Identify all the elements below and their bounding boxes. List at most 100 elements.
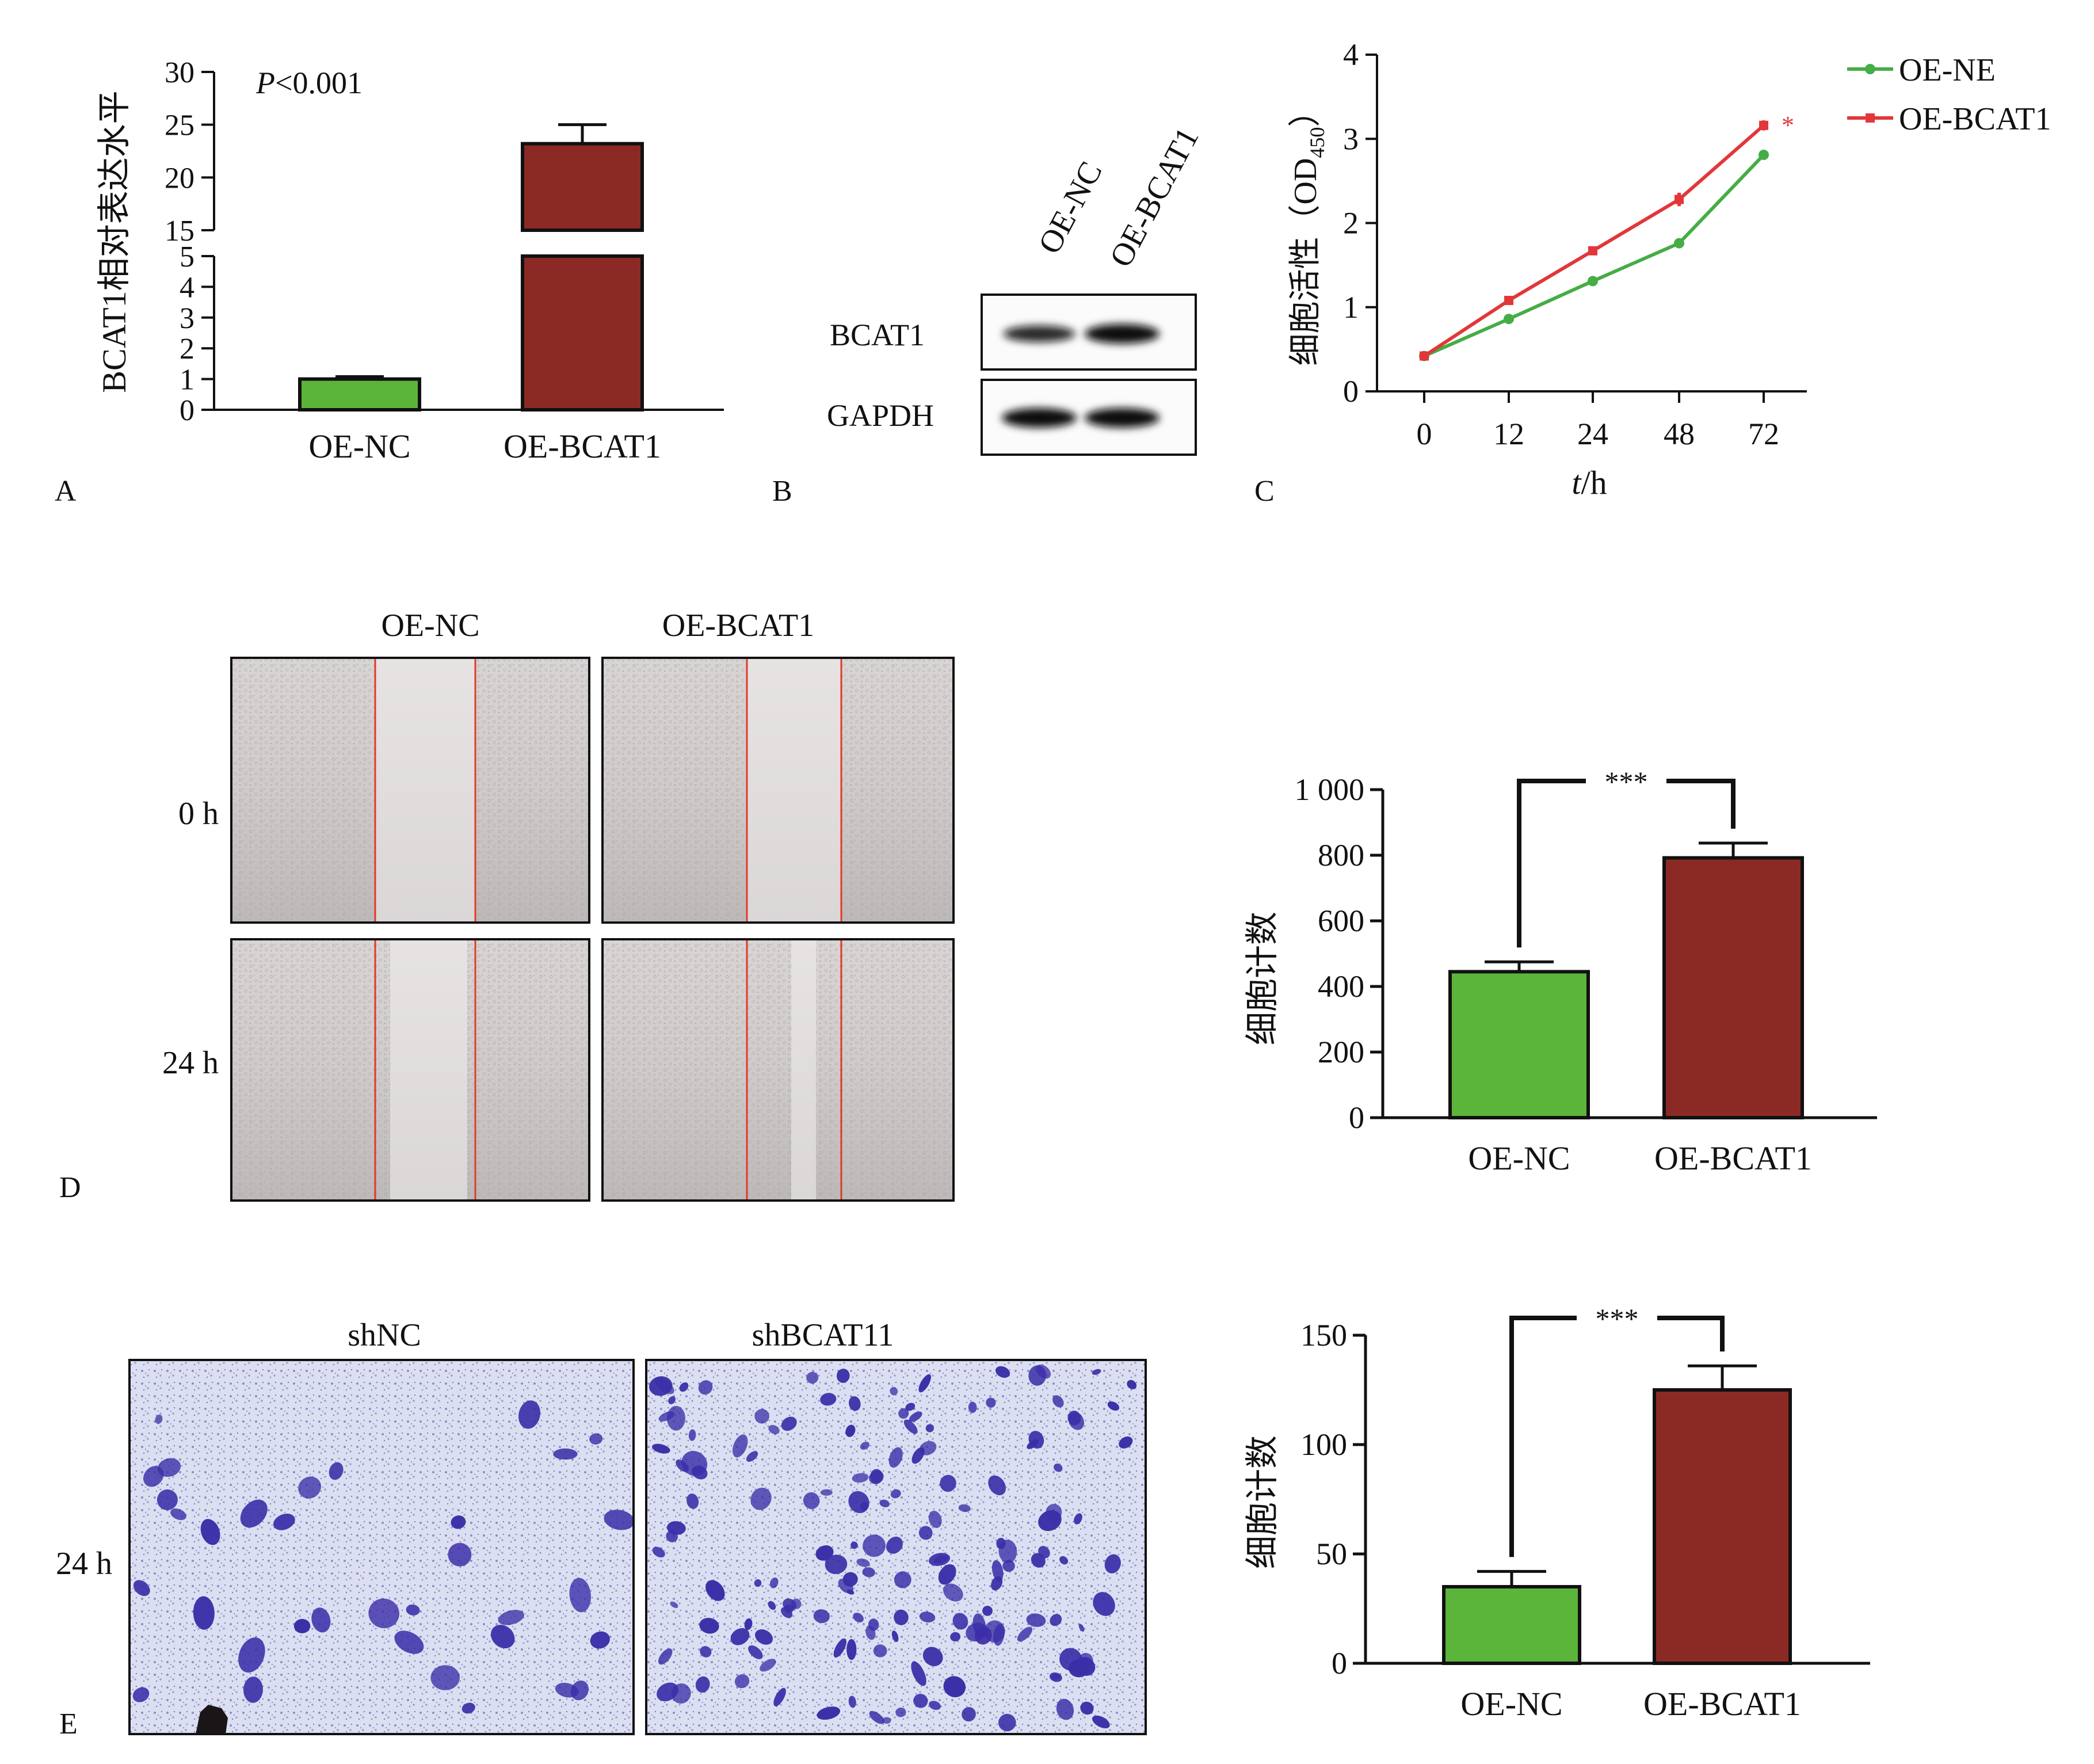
y-tick-label: 0 [1332, 1646, 1347, 1681]
stained-cell [852, 1473, 869, 1483]
y-tick-label: 150 [1300, 1318, 1347, 1352]
stained-cell [670, 1601, 678, 1609]
y-tick-label: 50 [1316, 1537, 1347, 1571]
stained-cell [995, 1366, 1010, 1378]
stained-cell [1059, 1556, 1069, 1565]
bar [1448, 970, 1590, 1119]
stained-cell [1002, 1560, 1015, 1572]
stained-cell [705, 1580, 725, 1601]
stained-cell [1080, 1701, 1094, 1715]
x-tick-label: 12 [1493, 417, 1524, 451]
y-tick-label: 400 [1318, 969, 1364, 1004]
stained-cell [448, 1542, 472, 1567]
stained-cell [918, 1374, 931, 1393]
x-tick-label: OE-NC [308, 428, 410, 465]
data-point [1504, 314, 1514, 325]
e-col-label-shbcat11: shBCAT11 [752, 1317, 894, 1353]
stained-cell [918, 1526, 933, 1540]
stained-cell [329, 1462, 344, 1480]
stained-cell [868, 1618, 879, 1631]
chart-e: 0 50 100 150 OE-NC OE-BCAT1 *** 细胞计数 [1244, 1302, 1870, 1723]
stained-cell [1092, 1369, 1101, 1375]
stained-cell [1038, 1546, 1050, 1559]
stained-cell [895, 1707, 906, 1717]
stained-cell [820, 1489, 833, 1496]
stained-cell [781, 1416, 797, 1431]
stained-cell [688, 1429, 696, 1441]
image-artifact [196, 1705, 228, 1734]
stained-cell [760, 1659, 776, 1672]
stained-cell [133, 1580, 150, 1597]
d-col-label-oe-nc: OE-NC [381, 608, 479, 643]
bar [1662, 856, 1804, 1120]
stained-cell [406, 1604, 420, 1616]
panel-label-a: A [55, 475, 77, 508]
stained-cell [836, 1369, 850, 1383]
legend-marker [1866, 113, 1875, 123]
stained-cell [746, 1451, 758, 1462]
legend-marker [1865, 64, 1875, 74]
stained-cell [569, 1578, 592, 1613]
x-tick-label: OE-BCAT1 [1654, 1140, 1812, 1177]
x-tick-label: OE-NC [1468, 1140, 1570, 1177]
data-point [1759, 120, 1768, 130]
chart-d: 0 200 400 600 800 1 000 OE-NC OE-BCAT1 *** 细胞计数 [1244, 765, 1877, 1177]
d-row-label-0h: 0 h [178, 796, 219, 832]
x-axis-title: t/h [1572, 464, 1607, 501]
x-tick-label: 48 [1664, 417, 1695, 451]
stained-cell [298, 1476, 322, 1499]
y-axis-title: BCAT1相对表达水平 [96, 90, 133, 393]
y-axis-title: 细胞计数 [1244, 1435, 1281, 1569]
blot-band-bcat1 [1085, 324, 1159, 344]
y-tick-label: 800 [1318, 838, 1364, 873]
stained-cell [733, 1434, 748, 1458]
y-tick-label: 3 [180, 302, 194, 335]
stained-cell [744, 1618, 753, 1630]
stained-cell [1046, 1503, 1062, 1521]
stained-cell [658, 1648, 673, 1665]
series-line-0 [1423, 153, 1765, 358]
scratch-gap [375, 658, 475, 923]
stained-cell [698, 1380, 713, 1395]
stained-cell [925, 1424, 935, 1432]
blot-band-bcat1 [1003, 325, 1075, 342]
scratch-oe-nc-24h [230, 938, 590, 1202]
y-tick-label: 25 [165, 109, 194, 142]
legend-label: OE-BCAT1 [1899, 101, 2051, 137]
bar [1653, 1388, 1792, 1665]
stained-cell [555, 1682, 579, 1698]
stained-cell [734, 1674, 750, 1689]
stained-cell [803, 1492, 820, 1510]
stained-cell [754, 1579, 762, 1587]
stained-cell [755, 1629, 773, 1645]
blot-band-gapdh [1085, 408, 1159, 428]
y-tick-label: 2 [180, 333, 194, 365]
stained-cell [1107, 1401, 1120, 1411]
image-frame [128, 1359, 635, 1735]
stained-cell [671, 1683, 691, 1704]
stained-cell [938, 1564, 956, 1585]
stained-cell [838, 1579, 854, 1594]
p-value-label: P<0.001 [255, 66, 363, 100]
data-point [1588, 276, 1598, 287]
stained-cell [894, 1571, 911, 1588]
y-axis-title: 细胞计数 [1244, 912, 1281, 1045]
stained-cell [806, 1371, 819, 1384]
stained-cell [754, 1409, 769, 1424]
stained-cell [368, 1598, 399, 1629]
stained-cell [143, 1466, 164, 1487]
stained-cell [903, 1419, 918, 1434]
stained-cell [817, 1706, 841, 1720]
stained-cell [863, 1534, 886, 1557]
panel-label-d: D [59, 1171, 81, 1204]
bar-lower [521, 254, 644, 412]
blot-row-label-gapdh: GAPDH [827, 398, 934, 433]
stained-cell [869, 1470, 884, 1484]
stained-cell [919, 1441, 937, 1456]
stained-cell [825, 1555, 848, 1575]
stained-cell [952, 1613, 968, 1630]
stained-cell [998, 1540, 1017, 1563]
y-tick-label: 5 [180, 241, 194, 273]
legend-label: OE-NE [1899, 52, 1996, 88]
